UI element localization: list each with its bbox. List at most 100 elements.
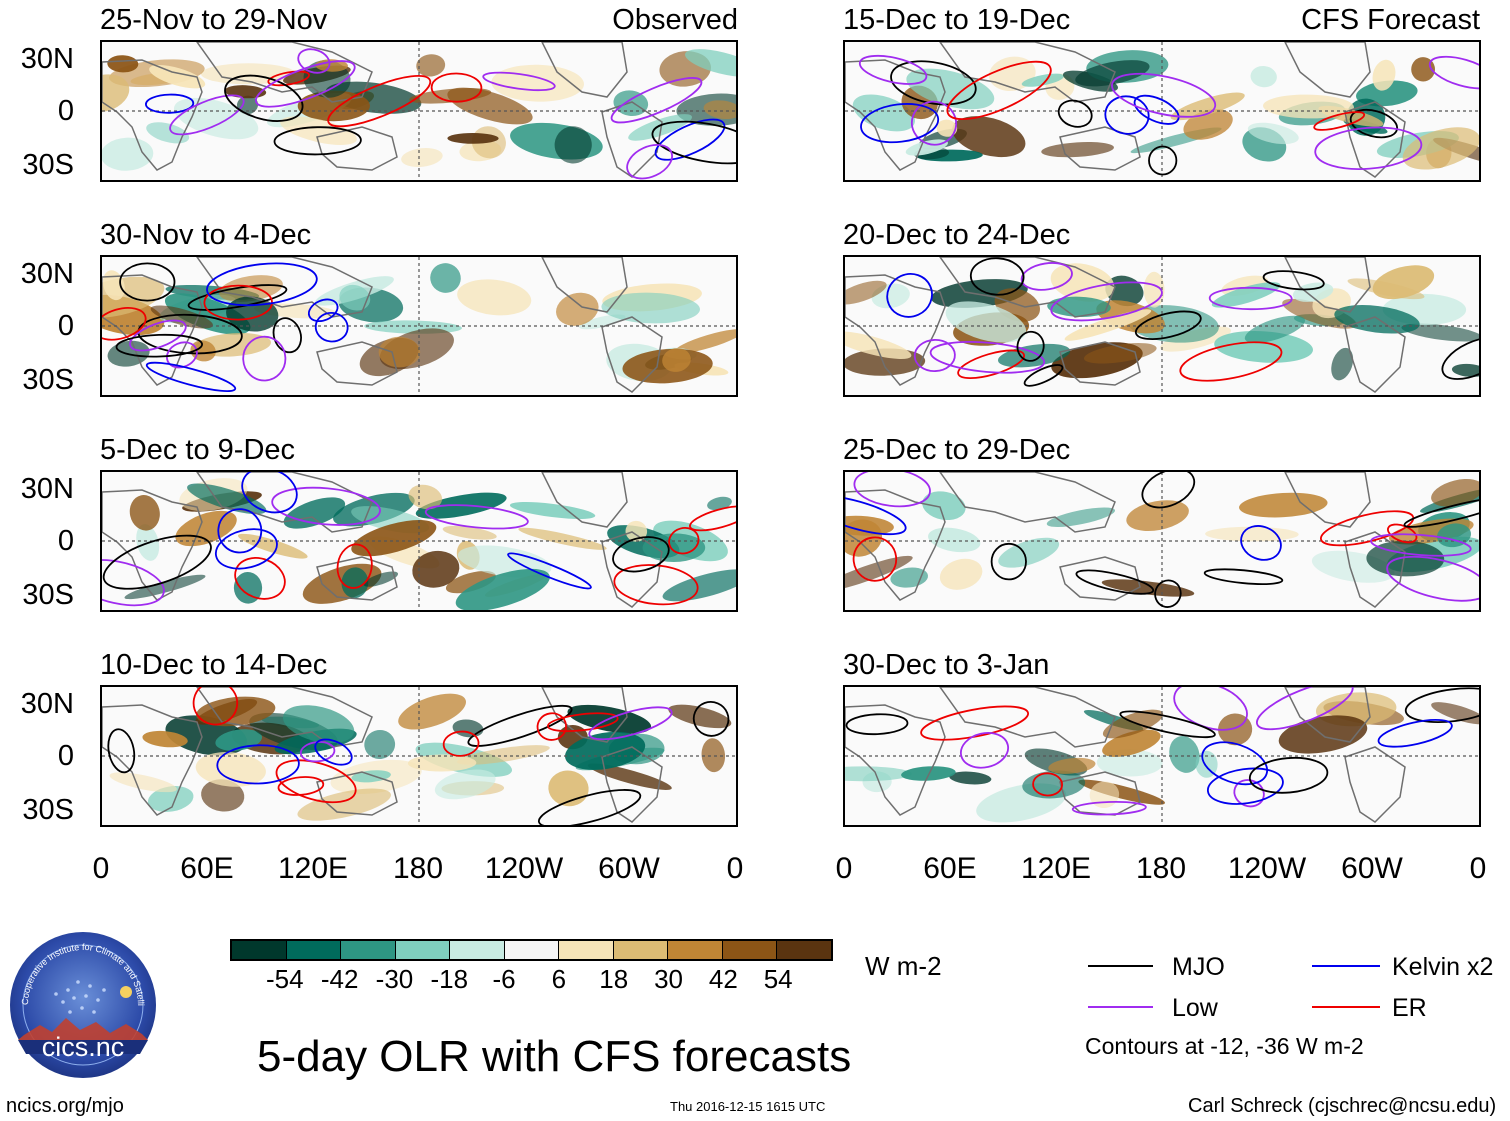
wave-contour (654, 118, 726, 161)
wave-contour (845, 713, 909, 736)
olr-anomaly (1372, 265, 1435, 300)
colorbar-swatch (286, 941, 342, 959)
wave-contour (327, 74, 432, 128)
wave-contour (192, 687, 239, 726)
wave-contour (1248, 756, 1329, 794)
colorbar-swatch (504, 941, 560, 959)
coastline (601, 531, 663, 608)
olr-anomaly (218, 275, 283, 302)
wave-contour (588, 706, 673, 741)
olr-anomaly (1048, 757, 1096, 774)
olr-anomaly (998, 537, 1060, 568)
lat-label-0: 0 (57, 95, 74, 127)
wave-contour (242, 335, 287, 382)
wave-contour (626, 143, 673, 180)
olr-anomaly (1046, 507, 1116, 527)
olr-anomaly (952, 116, 1026, 158)
coastline (1284, 687, 1371, 743)
olr-anomaly (1102, 729, 1161, 757)
olr-anomaly (146, 122, 190, 144)
panel-label-cfs-forecast: CFS Forecast (1301, 4, 1480, 36)
wave-contour (1441, 336, 1479, 380)
footer-timestamp: Thu 2016-12-15 1615 UTC (670, 1099, 826, 1114)
wave-contour (1134, 310, 1202, 341)
coastline (1284, 472, 1371, 528)
wave-contour (852, 536, 898, 582)
legend-line-kelvin (1312, 965, 1380, 967)
wave-contour (1201, 741, 1269, 786)
colorbar-swatch (232, 941, 287, 959)
olr-anomaly (556, 292, 599, 326)
olr-anomaly (280, 116, 357, 145)
olr-anomaly (1047, 296, 1111, 317)
lon-label-60w: 60W (598, 852, 660, 885)
olr-anomaly (102, 270, 125, 301)
olr-anomaly (587, 763, 672, 790)
wave-contour (307, 298, 339, 323)
olr-anomaly (407, 754, 477, 772)
olr-anomaly (195, 752, 266, 787)
wave-contour (860, 103, 940, 144)
wave-contour (1148, 145, 1178, 176)
coastline (845, 704, 946, 816)
wave-contour (1133, 94, 1180, 125)
wave-contour (1023, 364, 1064, 387)
map-panel-observed-4 (100, 685, 738, 827)
lat-label-30s: 30S (22, 794, 74, 826)
coastline (1284, 42, 1371, 98)
olr-anomaly (142, 730, 188, 748)
lon-label-60w: 60W (1341, 852, 1403, 885)
wave-contour (297, 48, 331, 74)
wave-contour (1016, 330, 1045, 362)
olr-anomaly (378, 336, 421, 368)
panel-title-right-4: 30-Dec to 3-Jan (843, 649, 1050, 681)
coastline (196, 42, 373, 103)
map-panel-observed-3 (100, 470, 738, 612)
wave-contour (537, 789, 642, 825)
coastline (939, 687, 1116, 748)
wave-contour (668, 527, 700, 555)
wave-contour (1428, 55, 1479, 90)
wave-contour (1071, 801, 1147, 816)
wave-contour (536, 712, 567, 741)
wave-contour (858, 54, 928, 85)
olr-anomaly (1431, 478, 1479, 507)
olr-anomaly (1050, 263, 1115, 302)
cics-logo: Cooperative Institute for Climate and Sa… (5, 922, 158, 1080)
olr-anomaly (1083, 343, 1157, 364)
lon-label-60e: 60E (180, 852, 234, 885)
olr-anomaly (434, 769, 496, 800)
olr-anomaly (1292, 282, 1334, 302)
olr-anomaly (233, 572, 263, 604)
olr-anomaly (642, 533, 706, 563)
wave-contour (507, 552, 592, 590)
wave-contour (651, 120, 736, 165)
wave-contour (271, 486, 381, 526)
colorbar-swatch (777, 941, 832, 959)
olr-anomaly (1169, 735, 1200, 773)
olr-anomaly (1195, 750, 1218, 778)
coastline (541, 687, 628, 743)
colorbar-swatch (341, 941, 396, 959)
wave-contour (267, 70, 311, 87)
lat-label-30s: 30S (22, 579, 74, 611)
olr-anomaly (150, 305, 213, 329)
wave-contour (1208, 286, 1293, 311)
olr-anomaly (945, 301, 1027, 343)
olr-anomaly (1402, 127, 1479, 170)
colorbar-swatch (613, 941, 669, 959)
olr-anomaly (949, 771, 992, 785)
coastline (102, 59, 203, 171)
legend-line-er (1312, 1006, 1380, 1008)
olr-anomaly (457, 745, 550, 765)
olr-anomaly (662, 569, 736, 602)
coastline (1344, 316, 1406, 393)
olr-anomaly (1250, 65, 1277, 88)
panel-title-left-3: 5-Dec to 9-Dec (100, 434, 296, 466)
lon-label-120w: 120W (1227, 852, 1307, 885)
olr-anomaly (845, 555, 913, 592)
olr-anomaly (164, 293, 251, 335)
colorbar-swatch (722, 941, 778, 959)
lat-label-0: 0 (57, 310, 74, 342)
lon-label-0: 0 (1469, 852, 1487, 885)
